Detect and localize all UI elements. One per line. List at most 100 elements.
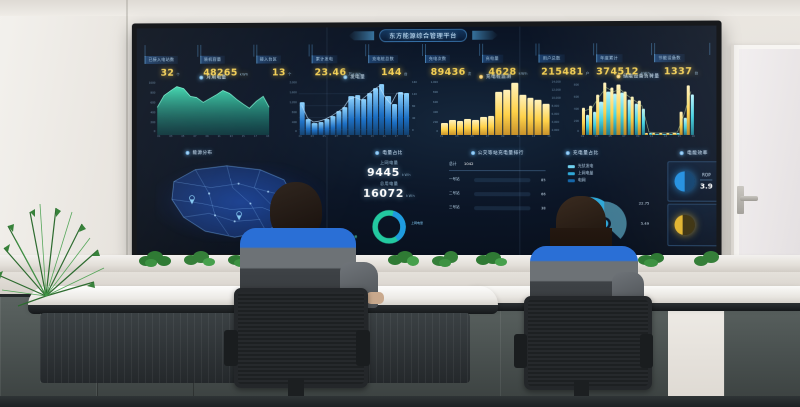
panel-station-rank[interactable]: 公交等站充电量排行 总计 1042 一号站 85 二号站 [441,149,554,248]
y-tick: 200 [433,120,438,124]
y2-tick: 0 [412,129,414,133]
list-item[interactable]: 二号站 66 [449,191,546,196]
map-canvas[interactable] [145,158,338,247]
stat-number: 9445 [367,165,400,179]
donut-label-a: 上网电量 [411,220,424,226]
y-tick: 0 [577,129,579,133]
panel-energy-map[interactable]: 能源分布 [145,149,338,247]
kpi-label: 充电量 [481,54,503,63]
legend-label: 电网 [577,177,586,183]
x-tick: 14 [547,134,551,138]
legend-item[interactable]: 上网电量 [567,169,593,176]
pie-value-2: 5.49 [640,221,650,226]
pie-value-1: 22.75 [638,201,650,206]
y-tick: 400 [150,111,156,115]
kpi-number: 144 [380,67,402,79]
bar [534,99,542,135]
kpi-card[interactable]: 节能设备数 1337 台 [654,42,711,77]
x-tick: 03 [455,134,459,138]
y-tick: 800 [433,90,438,94]
kpi-card[interactable]: 用户总数 215481 户 [538,43,595,78]
kpi-unit: kWh [640,71,651,76]
legend-item[interactable]: 光伏发电 [567,162,594,169]
legend-item[interactable]: 电网 [567,177,594,184]
panel-monthly-power[interactable]: 月用电量 1000 800 600 400 200 0 [145,73,282,145]
y-axis-left: 1,000 800 600 400 200 0 [427,81,440,135]
chair-armrest [514,334,527,368]
list-item[interactable]: 一号站 85 [449,177,546,182]
list-item[interactable]: 三号站 38 [449,205,546,210]
panel-rop-gauge[interactable]: 电能效率 ROP 3.9 [665,149,717,248]
kpi-unit: kWh [239,72,249,77]
x-tick: 09 [501,134,505,138]
map-pin-icon [185,150,190,155]
panel-generation[interactable]: 发电量 2,000 1,600 1,200 800 400 0 160 120 … [286,73,423,145]
panel-title: 充电量占比 [572,151,599,157]
kpi-card[interactable]: 接入台区 13 个 [255,44,310,78]
x-tick: 09 [205,135,209,139]
station-total: 总计 1042 [441,161,554,167]
potted-palm [0,178,114,318]
x-tick: 07 [622,134,626,138]
x-tick: 15 [241,135,245,139]
rop-card-secondary[interactable] [667,203,717,247]
rank-track [474,205,531,210]
chair-backrest [234,288,368,388]
y-tick: 0 [295,130,297,134]
x-tick: 11 [649,134,654,138]
x-axis: 01 03 05 07 09 11 13 14 [440,135,551,143]
kpi-card[interactable]: 累计发电 23.46 万kWh [311,44,367,78]
door-handle[interactable] [740,196,758,201]
kpi-value: 1337 台 [654,66,708,77]
kpi-card[interactable]: 已接入电站数 32 个 [144,44,199,79]
legend-label: 光伏发电 [577,163,594,169]
y-tick: 600 [573,95,579,99]
pie-icon [565,151,570,156]
x-tick: 13 [531,134,536,138]
gauge-dial [674,171,695,192]
rank-label: 二号站 [449,191,460,196]
rank-label: 三号站 [449,205,460,210]
kpi-unit: 户 [585,71,590,76]
divider [449,170,546,172]
x-tick: 01 [439,134,444,138]
plant [476,252,507,266]
donut-icon [375,150,380,155]
y-tick: 400 [433,110,438,114]
kpi-card[interactable]: 充电量 4628 kWh [481,43,537,78]
panel-header: 公交等站充电量排行 [441,149,554,157]
y-axis-left: 2,000 1,600 1,200 800 400 0 [286,81,299,135]
rop-card[interactable]: ROP 3.9 [667,161,717,202]
plant [694,251,719,266]
bar [472,120,479,135]
cabinet-door[interactable] [724,297,800,407]
chart-monthly-power: 1000 800 600 400 200 0 [145,81,282,143]
kpi-card[interactable]: 装机容量 48265 kWh [200,44,254,79]
dashboard-title-bar: 东方能源综合管理平台 [348,28,498,43]
panel-charging-monitor[interactable]: 充电桩监测 1,000 800 600 400 200 0 14,000 12,… [427,73,564,145]
x-tick: 07 [193,135,197,139]
panel-title: 能源分布 [192,150,213,156]
plant [638,253,664,267]
x-tick: 01 [298,135,302,139]
kpi-card[interactable]: 充电桩总数 144 台 [368,44,423,78]
dashboard-screen: 东方能源综合管理平台 已接入电站数 32 个 装机容量 48265 kWh 接入台区… [136,25,717,257]
kpi-unit: 个 [287,72,292,77]
panel-header: 电量占比 [341,149,437,157]
kpi-card[interactable]: 年度累计 374512 kWh [596,43,653,78]
y2-tick: 12,000 [551,88,561,92]
x-tick: 09 [346,135,350,139]
x-tick: 17 [253,135,257,139]
x-tick: 07 [334,135,338,139]
kpi-label: 接入台区 [255,55,282,64]
rank-value: 85 [541,177,546,182]
bar [503,89,511,135]
y-tick: 800 [291,111,297,115]
plant [184,251,215,266]
kpi-card[interactable]: 充电次数 89436 次 [424,43,480,78]
gauge-icon [679,151,684,156]
panel-equipment-load[interactable]: 储能设备负荷量 800 600 400 200 0 01 [568,72,708,145]
trend-line [582,82,694,135]
